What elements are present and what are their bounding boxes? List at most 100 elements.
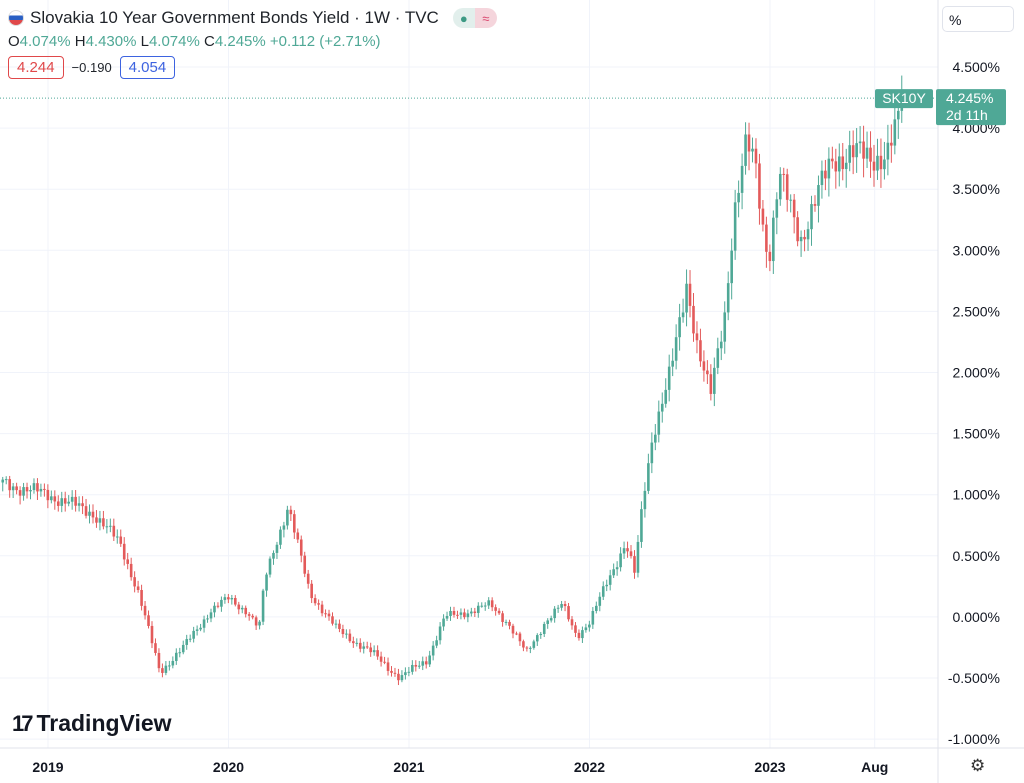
candle-down (567, 606, 570, 620)
open-value: 4.074% (19, 33, 71, 50)
candle-up (542, 623, 546, 634)
candle-up (411, 664, 414, 672)
candle-down (522, 641, 525, 648)
candle-up (546, 620, 550, 624)
indicator-left-value[interactable]: 4.244 (8, 56, 64, 79)
candle-down (352, 641, 355, 644)
candle-down (293, 514, 296, 533)
last-price-tag (936, 89, 1006, 126)
candle-up (60, 498, 64, 506)
candle-down (796, 217, 799, 242)
scale-percent-button[interactable]: % (942, 6, 1014, 32)
delayed-data-icon[interactable]: ≈ (474, 8, 497, 28)
candle-up (438, 626, 442, 641)
candle-up (654, 434, 657, 443)
candle-up (480, 605, 484, 607)
candle-up (282, 525, 286, 530)
candle-up (883, 159, 886, 170)
candle-up (428, 655, 431, 665)
candle-down (629, 551, 633, 557)
candle-down (824, 170, 827, 179)
candle-up (355, 642, 359, 644)
candle-up (115, 536, 119, 538)
slovakia-flag-icon (8, 10, 24, 26)
candle-up (171, 660, 175, 666)
candle-down (702, 361, 706, 371)
candle-up (1, 479, 5, 483)
high-value: 4.430% (85, 33, 137, 50)
candle-down (692, 305, 695, 334)
settings-gear-icon[interactable]: ⚙ (970, 756, 986, 775)
candle-down (747, 134, 751, 152)
candle-up (22, 487, 25, 496)
candle-up (716, 348, 720, 368)
candle-up (678, 317, 681, 338)
candle-down (695, 333, 699, 341)
candle-up (535, 635, 539, 642)
candle-down (154, 643, 157, 653)
candle-up (67, 501, 70, 504)
candle-down (508, 621, 511, 626)
candle-up (893, 119, 897, 146)
indicator-diff: −0.190 (71, 60, 112, 75)
candle-up (681, 312, 685, 318)
x-tick-label: 2022 (574, 759, 605, 775)
status-badges[interactable]: ● ≈ (452, 8, 497, 28)
candle-down (869, 147, 872, 162)
candle-down (25, 487, 29, 492)
candle-up (733, 202, 737, 251)
tradingview-logo-icon: 17 (12, 710, 34, 736)
candle-up (209, 612, 213, 619)
candle-up (553, 608, 556, 619)
candle-up (431, 645, 435, 656)
symbol-title[interactable]: Slovakia 10 Year Government Bonds Yield … (30, 8, 439, 27)
candle-up (636, 541, 640, 573)
candle-down (251, 615, 254, 618)
candle-up (345, 633, 348, 635)
candle-up (588, 624, 591, 628)
candle-up (199, 627, 202, 630)
candle-down (452, 610, 456, 615)
indicator-right-value[interactable]: 4.054 (119, 56, 176, 79)
candle-down (15, 486, 18, 491)
candle-down (150, 625, 154, 644)
candle-down (56, 501, 60, 506)
candle-up (168, 665, 171, 667)
candle-up (789, 199, 792, 201)
candle-up (334, 623, 338, 625)
market-open-dot-icon[interactable]: ● (452, 8, 475, 28)
candle-up (539, 633, 543, 636)
candle-up (827, 158, 831, 179)
candle-up (612, 569, 615, 576)
candle-down (53, 496, 57, 502)
candle-up (581, 630, 584, 639)
tradingview-logo[interactable]: 17 TradingView (12, 710, 172, 737)
candle-up (650, 442, 654, 464)
candle-up (109, 525, 112, 527)
candle-down (341, 628, 345, 635)
candle-down (310, 583, 313, 599)
candle-up (476, 605, 480, 613)
candle-down (143, 605, 147, 616)
candle-down (8, 479, 11, 491)
y-tick-label: 2.000% (953, 365, 1000, 381)
candle-up (640, 509, 643, 542)
candle-down (327, 613, 331, 617)
candle-down (768, 251, 772, 262)
candle-up (206, 618, 209, 620)
candle-down (490, 600, 494, 608)
candle-up (483, 605, 487, 607)
candle-up (268, 558, 272, 575)
candle-up (591, 610, 595, 625)
ohlc-values: O4.074% H4.430% L4.074% C4.245% +0.112 (… (8, 33, 497, 50)
candle-up (560, 604, 563, 608)
candle-down (501, 613, 504, 622)
candle-up (4, 479, 8, 481)
candle-down (386, 662, 390, 671)
candle-up (466, 613, 470, 618)
candle-down (227, 597, 230, 600)
y-tick-label: 4.500% (953, 59, 1000, 75)
candle-up (848, 145, 851, 163)
candle-down (289, 509, 293, 515)
